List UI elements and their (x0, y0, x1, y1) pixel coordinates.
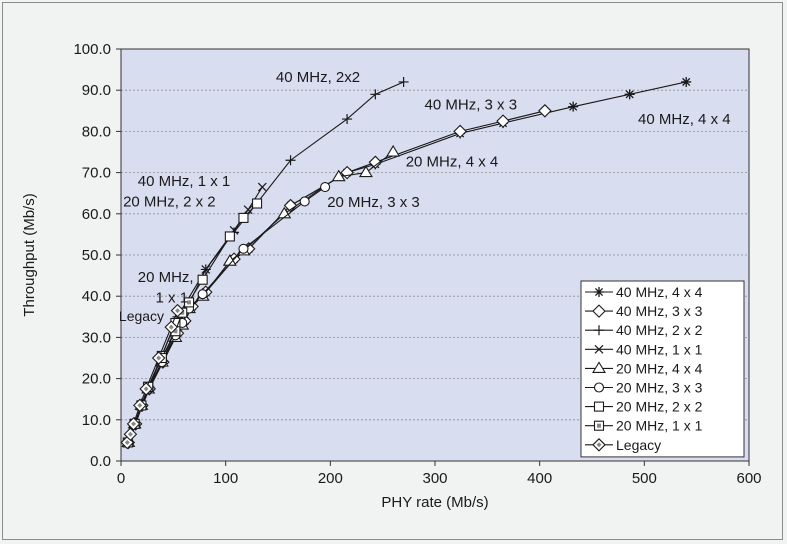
x-tick-label: 0 (117, 470, 125, 487)
legend-marker (594, 287, 604, 297)
annotation-label: 20 MHz, 4 x 4 (406, 153, 499, 170)
data-point (300, 197, 309, 206)
legend-label: 40 MHz, 4 x 4 (616, 284, 703, 300)
legend-label: 20 MHz, 4 x 4 (616, 360, 703, 376)
annotation-label: 1 x 1 (156, 289, 189, 306)
data-point (681, 77, 691, 87)
annotation-label: 20 MHz, 2 x 2 (123, 193, 216, 210)
data-point (253, 199, 262, 208)
x-tick-label: 400 (527, 470, 552, 487)
y-tick-label: 80.0 (82, 123, 111, 140)
legend: 40 MHz, 4 x 4 40 MHz, 3 x 3 40 MHz, 2 x 2 4… (581, 281, 744, 457)
y-tick-label: 100.0 (73, 41, 111, 58)
legend-label: Legacy (616, 437, 661, 453)
y-tick-label: 20.0 (82, 371, 111, 388)
legend-label: 40 MHz, 1 x 1 (616, 341, 703, 357)
data-point (198, 275, 207, 284)
annotation-label: 40 MHz, 2x2 (276, 69, 360, 86)
legend-marker (595, 421, 604, 430)
throughput-chart: 0.0 10.0 20.0 30.0 40.0 50.0 60.0 70.0 80.0 90.0 1… (3, 3, 784, 541)
legend-marker (595, 383, 604, 392)
data-point (321, 183, 330, 192)
x-tick-label: 100 (213, 470, 238, 487)
y-tick-label: 10.0 (82, 412, 111, 429)
data-point (198, 290, 207, 299)
y-tick-label: 30.0 (82, 329, 111, 346)
x-tick-label: 300 (422, 470, 447, 487)
data-point (239, 213, 248, 222)
annotation-label: 40 MHz, 4 x 4 (638, 111, 731, 128)
annotation-label: 20 MHz, 3 x 3 (327, 194, 420, 211)
y-tick-label: 50.0 (82, 247, 111, 264)
y-tick-label: 60.0 (82, 206, 111, 223)
y-tick-label: 40.0 (82, 288, 111, 305)
annotation-label: 40 MHz, 1 x 1 (138, 173, 231, 190)
data-point (568, 102, 578, 112)
legend-marker (595, 402, 604, 411)
legend-label: 20 MHz, 3 x 3 (616, 380, 703, 396)
annotation-label: Legacy (119, 308, 164, 324)
legend-label: 20 MHz, 1 x 1 (616, 418, 703, 434)
x-tick-label: 600 (736, 470, 761, 487)
annotation-label: 20 MHz, (138, 269, 194, 286)
data-point (225, 232, 234, 241)
legend-label: 40 MHz, 2 x 2 (616, 322, 703, 338)
y-tick-label: 90.0 (82, 82, 111, 99)
data-point (625, 89, 635, 99)
x-axis-title: PHY rate (Mb/s) (381, 494, 488, 511)
legend-label: 20 MHz, 2 x 2 (616, 399, 703, 415)
legend-label: 40 MHz, 3 x 3 (616, 303, 703, 319)
data-point (239, 244, 248, 253)
y-tick-label: 70.0 (82, 165, 111, 182)
x-tick-label: 500 (632, 470, 657, 487)
y-axis-title: Throughput (Mb/s) (21, 193, 38, 316)
x-tick-label: 200 (318, 470, 343, 487)
y-tick-label: 0.0 (90, 453, 111, 470)
annotation-label: 40 MHz, 3 x 3 (425, 97, 518, 114)
